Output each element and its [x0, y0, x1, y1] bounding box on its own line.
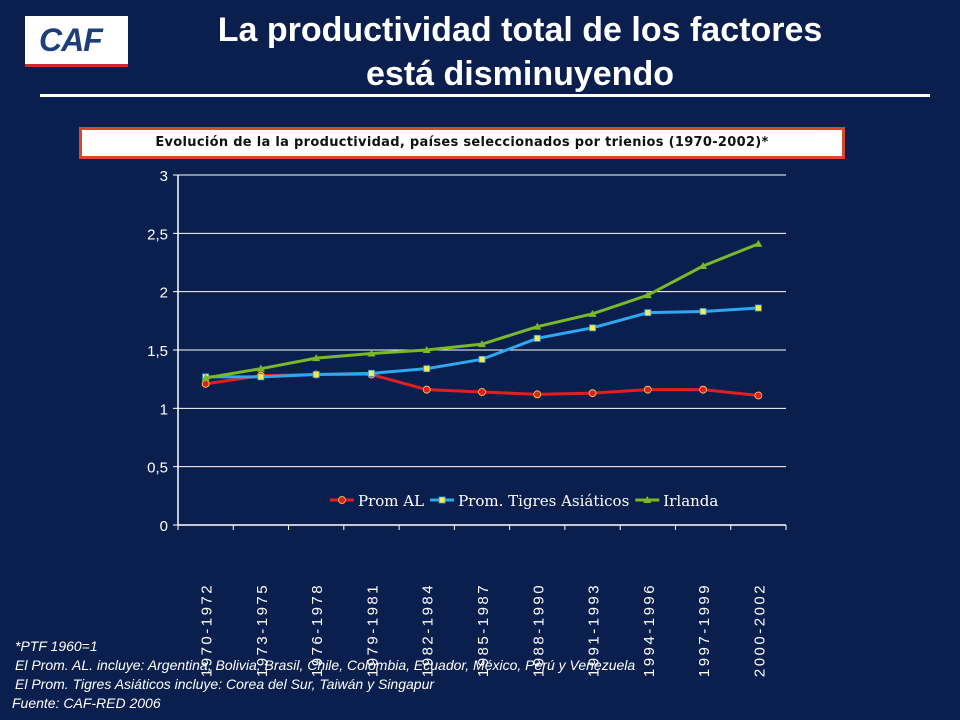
data-point-square — [438, 496, 446, 504]
x-tick-label: 1985-1987 — [475, 583, 492, 677]
data-point-circle — [643, 385, 652, 394]
data-point-square — [423, 365, 431, 373]
data-point-square — [257, 373, 265, 381]
page-title-line-2: está disminuyendo — [366, 55, 674, 93]
data-point-circle — [478, 388, 486, 396]
data-point-circle — [338, 496, 346, 504]
data-point-triangle — [588, 309, 597, 317]
footnote-tigres: El Prom. Tigres Asiáticos incluye: Corea… — [15, 676, 435, 692]
data-point-triangle — [201, 374, 210, 381]
x-tick-label: 1982-1984 — [420, 583, 437, 677]
y-tick-label: 0,5 — [147, 460, 168, 477]
caf-logo-accent-bar — [25, 64, 128, 67]
data-point-square — [478, 355, 486, 363]
chart-title-box: Evolución de la la productividad, países… — [79, 127, 845, 159]
x-tick-label: 1997-1999 — [696, 583, 713, 677]
x-tick-label: 1979-1981 — [364, 583, 381, 677]
data-point-circle — [422, 385, 431, 394]
x-tick-label: 1988-1990 — [530, 583, 547, 677]
y-tick-label: 2,5 — [147, 226, 168, 243]
data-point-triangle — [643, 496, 652, 503]
data-point-square — [644, 309, 652, 317]
title-divider — [40, 94, 930, 97]
data-point-triangle — [478, 340, 486, 348]
page-title-line-1: La productividad total de los factores — [217, 11, 823, 49]
data-point-triangle — [422, 346, 431, 353]
data-point-square — [533, 334, 541, 342]
y-tick-label: 1,5 — [147, 343, 168, 360]
data-point-square — [589, 324, 596, 332]
data-point-triangle — [699, 262, 708, 269]
data-point-square — [368, 369, 375, 377]
x-tick-label: 1994-1996 — [641, 583, 658, 677]
data-point-circle — [201, 379, 210, 388]
data-point-triangle — [643, 291, 652, 299]
data-point-circle — [699, 385, 707, 394]
y-tick-label: 0 — [160, 518, 168, 535]
x-tick-label: 1973-1975 — [254, 583, 271, 677]
x-tick-label: 1991-1993 — [586, 583, 603, 677]
data-point-square — [754, 304, 762, 312]
caf-logo: CAF — [25, 16, 128, 67]
data-point-triangle — [367, 349, 376, 357]
data-point-circle — [588, 389, 597, 398]
data-point-triangle — [312, 354, 321, 362]
y-tick-label: 2 — [160, 285, 168, 302]
legend-label: Prom. Tigres Asiáticos — [458, 492, 629, 510]
data-point-triangle — [256, 364, 265, 372]
data-point-square — [312, 371, 320, 378]
x-tick-label: 1976-1978 — [309, 583, 326, 677]
footnotes: *PTF 1960=1 El Prom. AL. incluye: Argent… — [15, 637, 635, 694]
caf-logo-background — [28, 19, 125, 64]
x-tick-label: 2000-2002 — [751, 583, 768, 677]
source-note: Fuente: CAF-RED 2006 — [12, 695, 161, 711]
page-title: La productividad total de los factores e… — [150, 8, 890, 96]
x-tick-label: 1970-1972 — [199, 583, 216, 677]
footnote-ptf: *PTF 1960=1 — [15, 638, 98, 654]
data-point-circle — [533, 390, 542, 399]
data-point-triangle — [533, 322, 542, 330]
caf-logo-text: CAF — [39, 22, 103, 58]
footnote-prom-al: El Prom. AL. incluye: Argentina, Bolivia… — [15, 657, 636, 673]
data-point-square — [699, 308, 707, 315]
data-point-triangle — [754, 239, 763, 247]
y-tick-label: 1 — [160, 401, 168, 418]
legend-label: Irlanda — [663, 492, 718, 510]
data-point-circle — [754, 391, 763, 400]
legend-label: Prom AL — [358, 492, 424, 510]
y-tick-label: 3 — [160, 168, 168, 185]
chart-title: Evolución de la la productividad, países… — [155, 135, 769, 150]
